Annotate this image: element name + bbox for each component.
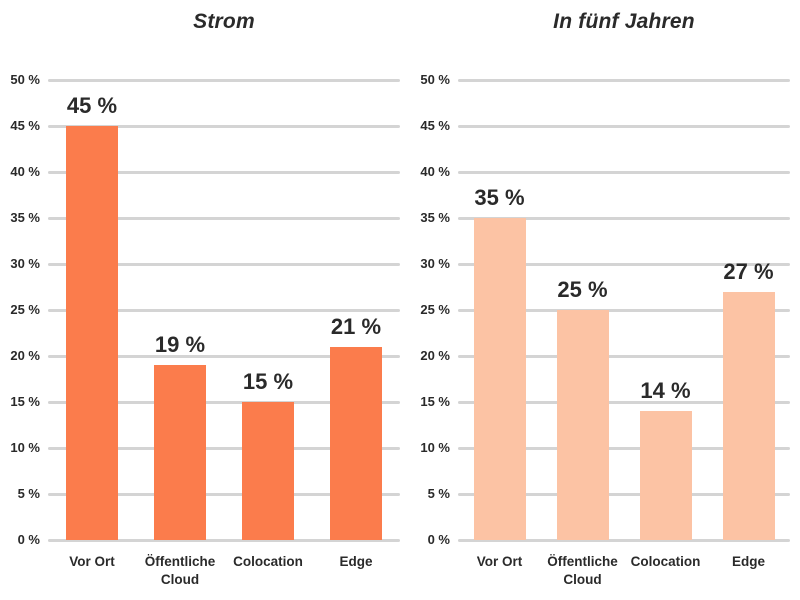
value-label-vor-ort: 45 % bbox=[66, 93, 118, 118]
y-axis-tick-35: 35 % bbox=[420, 210, 450, 225]
y-axis-tick-10: 10 % bbox=[420, 440, 450, 455]
x-axis-label-colocation: Colocation bbox=[630, 554, 701, 569]
value-label-ffentliche-cloud: 25 % bbox=[557, 277, 608, 302]
value-label-colocation: 15 % bbox=[242, 369, 294, 394]
y-axis-tick-35: 35 % bbox=[10, 210, 40, 225]
bar-colocation bbox=[242, 402, 294, 540]
bar-vor-ort bbox=[473, 218, 526, 540]
value-label-edge: 27 % bbox=[723, 258, 774, 284]
chart-title-in-fuenf-jahren: In fünf Jahren bbox=[553, 10, 695, 33]
bar-ffentliche-cloud bbox=[556, 310, 609, 540]
gridline-15 bbox=[48, 400, 400, 404]
y-axis-tick-40: 40 % bbox=[420, 164, 450, 179]
gridline-0 bbox=[48, 538, 400, 542]
gridline-20 bbox=[48, 354, 400, 358]
gridline-10 bbox=[48, 446, 400, 450]
bar-colocation bbox=[639, 411, 692, 540]
gridline-15 bbox=[458, 400, 790, 404]
gridline-50 bbox=[48, 78, 400, 82]
y-axis-tick-30: 30 % bbox=[10, 256, 40, 271]
value-label-ffentliche-cloud: 19 % bbox=[154, 332, 206, 358]
bar-edge bbox=[330, 346, 382, 540]
gridline-40 bbox=[48, 170, 400, 174]
gridline-50 bbox=[458, 78, 790, 82]
y-axis-tick-20: 20 % bbox=[420, 348, 450, 363]
gridline-25 bbox=[48, 308, 400, 312]
bar-vor-ort bbox=[66, 126, 118, 540]
value-label-colocation: 14 % bbox=[640, 378, 691, 404]
gridline-10 bbox=[458, 446, 790, 450]
value-label-vor-ort: 35 % bbox=[474, 185, 525, 210]
gridline-45 bbox=[458, 124, 790, 128]
bar-ffentliche-cloud bbox=[154, 365, 206, 540]
y-axis-tick-45: 45 % bbox=[420, 118, 450, 133]
y-axis-tick-40: 40 % bbox=[10, 164, 40, 179]
gridline-5 bbox=[458, 492, 790, 496]
gridline-35 bbox=[48, 216, 400, 220]
chart-panel-strom: Strom 0 % 5 % 10 % 15 % 20 % 25 % 30 % 35 % 40 %… bbox=[10, 10, 400, 587]
x-axis-label-ffentliche-cloud: Öffentliche Cloud bbox=[547, 554, 618, 587]
y-axis-tick-5: 5 % bbox=[427, 486, 450, 501]
y-axis-tick-30: 30 % bbox=[420, 256, 450, 271]
chart-panel-in-fuenf-jahren: In fünf Jahren 0 % 5 % 10 % 15 % 20 % 25 % 30 … bbox=[400, 0, 800, 600]
y-axis-tick-0: 0 % bbox=[17, 532, 40, 547]
gridline-30 bbox=[458, 262, 790, 266]
gridline-40 bbox=[458, 170, 790, 174]
x-axis-label-colocation: Colocation bbox=[233, 554, 303, 569]
y-axis-tick-50: 50 % bbox=[420, 72, 450, 87]
x-axis-label-vor-ort: Vor Ort bbox=[476, 554, 523, 569]
y-axis-tick-15: 15 % bbox=[420, 394, 450, 409]
value-label-edge: 21 % bbox=[330, 313, 382, 339]
y-axis-tick-25: 25 % bbox=[420, 302, 450, 317]
y-axis-tick-5: 5 % bbox=[17, 486, 40, 501]
y-axis-tick-45: 45 % bbox=[10, 118, 40, 133]
gridline-0 bbox=[458, 538, 790, 542]
gridline-35 bbox=[458, 216, 790, 220]
x-axis-label-edge: Edge bbox=[339, 554, 373, 569]
y-axis-tick-0: 0 % bbox=[427, 532, 450, 547]
gridline-45 bbox=[48, 124, 400, 128]
gridline-5 bbox=[48, 492, 400, 496]
x-axis-label-vor-ort: Vor Ort bbox=[69, 554, 115, 569]
gridline-20 bbox=[458, 354, 790, 358]
y-axis-tick-10: 10 % bbox=[10, 440, 40, 455]
chart-title-strom: Strom bbox=[193, 10, 255, 33]
gridline-25 bbox=[458, 308, 790, 312]
bar-edge bbox=[722, 291, 775, 540]
y-axis-tick-20: 20 % bbox=[10, 348, 40, 363]
y-axis-tick-50: 50 % bbox=[10, 72, 40, 87]
y-axis-tick-15: 15 % bbox=[10, 394, 40, 409]
y-axis-tick-25: 25 % bbox=[10, 302, 40, 317]
x-axis-label-edge: Edge bbox=[731, 554, 765, 569]
x-axis-label-ffentliche-cloud: Öffentliche Cloud bbox=[144, 554, 216, 587]
gridline-30 bbox=[48, 262, 400, 266]
